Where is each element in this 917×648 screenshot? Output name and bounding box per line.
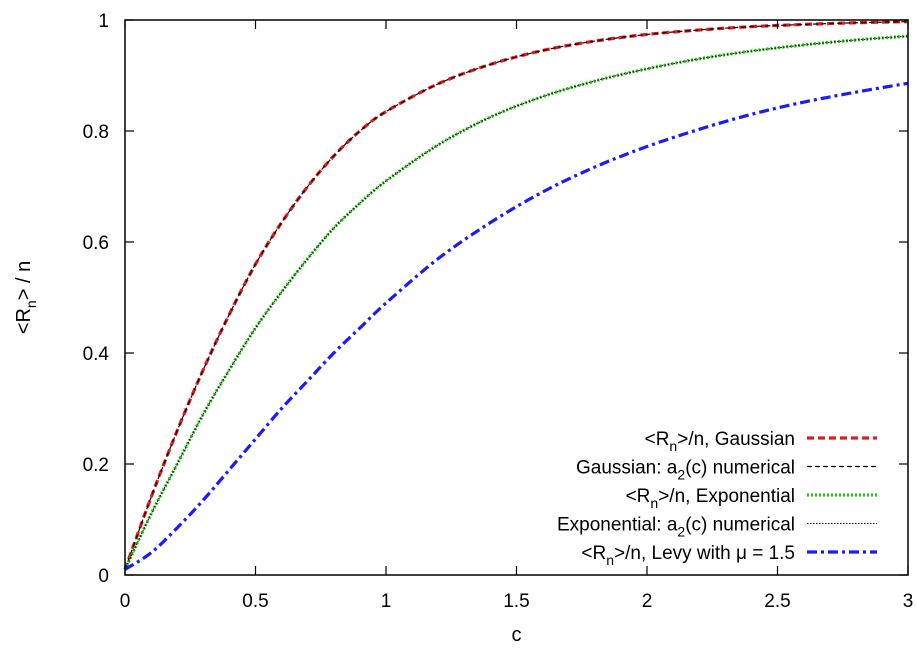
legend-label-main: Exponential: a — [557, 515, 678, 536]
legend-label-sub: 2 — [677, 524, 685, 540]
y-tick-label: 0.6 — [83, 233, 109, 254]
y-axis-title-sub: n — [23, 300, 39, 308]
y-tick-label: 0 — [98, 566, 109, 587]
x-axis-title: c — [512, 624, 522, 646]
x-tick-label: 1.5 — [503, 591, 529, 612]
x-tick-label: 2 — [642, 591, 653, 612]
y-tick-label: 1 — [98, 11, 109, 32]
x-tick-label: 0.5 — [242, 591, 268, 612]
legend-item: Exponential: a2(c) numerical — [557, 515, 877, 540]
x-tick-label: 1 — [381, 591, 392, 612]
series-line-3 — [124, 35, 909, 570]
y-tick-label: 0.8 — [83, 122, 109, 143]
x-tick-label: 3 — [903, 591, 914, 612]
y-axis-title-main: <R — [13, 308, 35, 334]
legend-label-main: <R — [626, 486, 651, 507]
series-line-1 — [124, 21, 909, 570]
legend-label-main: Gaussian: a — [576, 458, 678, 479]
legend-label: <Rn>/n, Exponential — [626, 486, 795, 511]
axis-ticks — [124, 19, 909, 576]
legend-item: <Rn>/n, Exponential — [626, 486, 877, 511]
legend-label-sub: n — [606, 552, 614, 568]
legend-label-rest: >/n, Exponential — [658, 486, 795, 507]
y-axis-title: <Rn> / n — [13, 261, 39, 334]
legend-label-main: <R — [645, 429, 670, 450]
series-line-4 — [124, 81, 909, 571]
legend-label-rest: >/n, Levy with μ = 1.5 — [614, 543, 795, 564]
legend-label-main: <R — [581, 543, 606, 564]
x-tick-label: 0 — [120, 591, 131, 612]
legend-label: <Rn>/n, Levy with μ = 1.5 — [581, 543, 795, 568]
legend-label-rest: (c) numerical — [685, 458, 795, 479]
series-curves — [123, 20, 909, 571]
legend-item: <Rn>/n, Gaussian — [645, 429, 877, 454]
legend-label: <Rn>/n, Gaussian — [645, 429, 795, 454]
legend-label-sub: 2 — [677, 467, 685, 483]
y-axis-title-tail: > / n — [13, 261, 35, 300]
tick-labels: 0 0.5 1 1.5 2 2.5 3 0 0.2 0.4 0.6 0.8 1 — [83, 11, 914, 612]
legend-label: Exponential: a2(c) numerical — [557, 515, 795, 540]
legend-label: Gaussian: a2(c) numerical — [576, 458, 795, 483]
legend-item: Gaussian: a2(c) numerical — [576, 458, 877, 483]
legend-item: <Rn>/n, Levy with μ = 1.5 — [581, 543, 877, 568]
y-tick-label: 0.4 — [83, 344, 110, 365]
legend-label-sub: n — [650, 495, 658, 511]
legend-label-rest: (c) numerical — [685, 515, 795, 536]
legend-label-rest: >/n, Gaussian — [677, 429, 795, 450]
y-tick-label: 0.2 — [83, 455, 109, 476]
x-tick-label: 2.5 — [764, 591, 790, 612]
legend-label-sub: n — [669, 438, 677, 454]
